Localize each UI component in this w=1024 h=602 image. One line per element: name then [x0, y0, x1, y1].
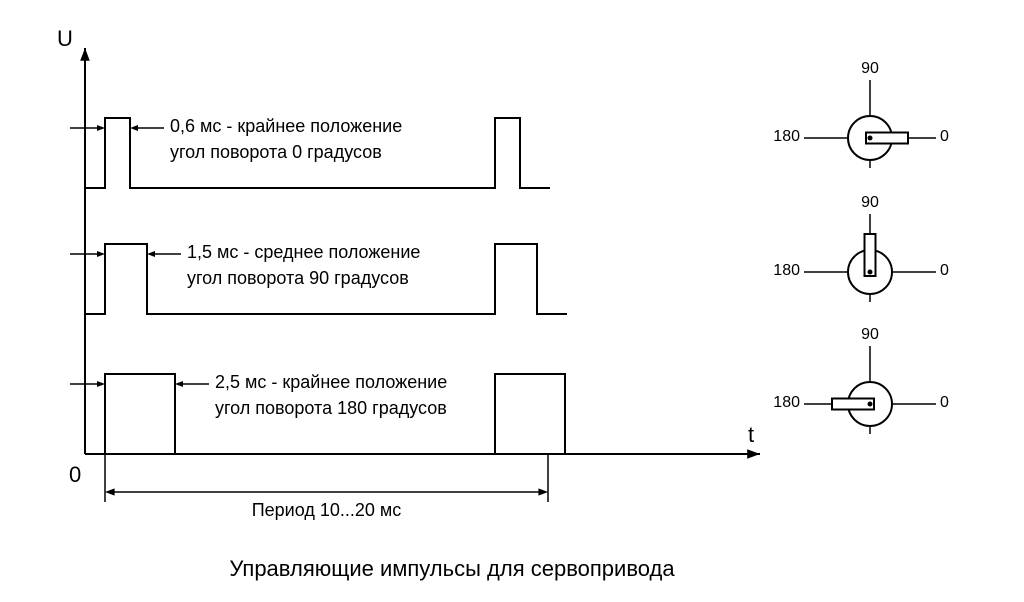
axis-label-zero: 0	[69, 462, 81, 488]
axis-label-t: t	[748, 422, 754, 448]
axis-label-u: U	[57, 26, 73, 52]
servo-label-right: 0	[940, 128, 949, 146]
period-label: Период 10...20 мс	[252, 500, 402, 521]
caption: Управляющие импульсы для сервопривода	[229, 556, 674, 582]
pulse-text2-1: угол поворота 90 градусов	[187, 268, 409, 289]
servo-label-left: 180	[773, 394, 800, 412]
servo-label-right: 0	[940, 262, 949, 280]
diagram-stage: Ut 0 0,6 мс - крайнее положение угол поворо…	[0, 0, 1024, 602]
diagram-svg	[0, 0, 1024, 602]
pulse-text1-2: 2,5 мс - крайнее положение	[215, 372, 447, 393]
pulse-text2-2: угол поворота 180 градусов	[215, 398, 447, 419]
servo-label-right: 0	[940, 394, 949, 412]
servo-label-top: 90	[861, 194, 879, 212]
servo-label-left: 180	[773, 128, 800, 146]
servo-label-left: 180	[773, 262, 800, 280]
pulse-text1-0: 0,6 мс - крайнее положение	[170, 116, 402, 137]
pulse-text1-1: 1,5 мс - среднее положение	[187, 242, 420, 263]
servo-label-top: 90	[861, 326, 879, 344]
pulse-text2-0: угол поворота 0 градусов	[170, 142, 382, 163]
servo-label-top: 90	[861, 60, 879, 78]
